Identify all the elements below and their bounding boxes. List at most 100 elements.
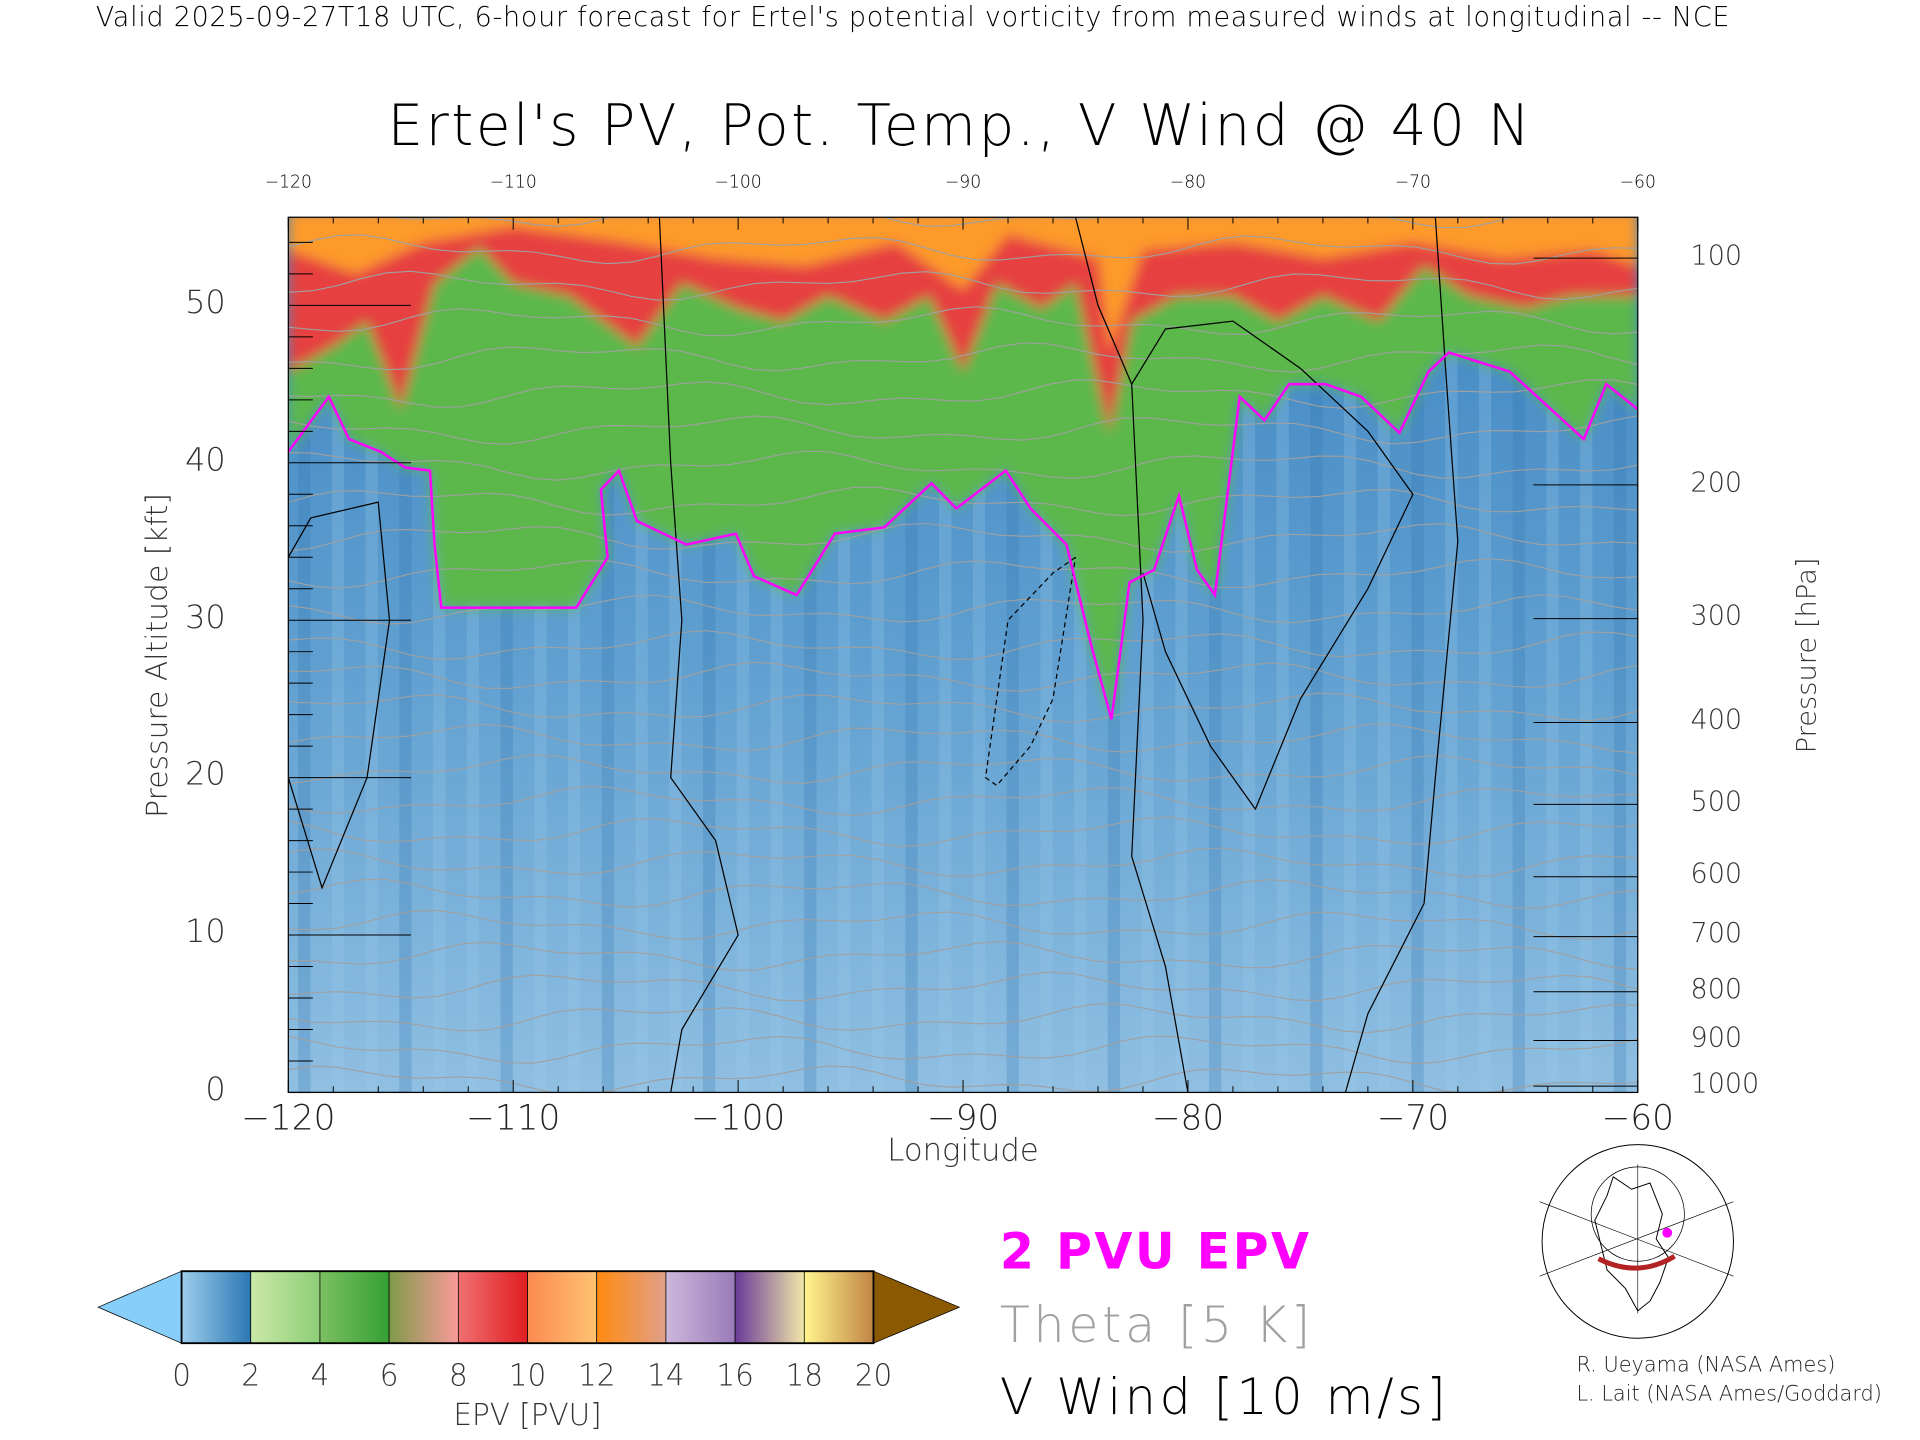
locator-map — [1539, 1144, 1734, 1339]
epv-streak — [1411, 217, 1424, 1093]
colorbar-tick-label: 8 — [448, 1358, 468, 1393]
top-tick-label: −80 — [1169, 172, 1207, 193]
epv-streak — [1478, 217, 1492, 1093]
epv-streak — [331, 217, 345, 1093]
epv-streak — [1512, 217, 1525, 1093]
colorbar-tick-label: 10 — [508, 1358, 547, 1393]
colorbar-segment — [665, 1270, 736, 1344]
epv-streak — [1242, 217, 1256, 1093]
theta-contour — [288, 128, 1637, 157]
theta-contour — [288, 723, 1638, 754]
theta-contour — [288, 270, 1638, 301]
pv-2pvu-line — [288, 351, 1638, 720]
theta-contour — [288, 847, 1638, 878]
cross-section-track — [1597, 1254, 1676, 1271]
colorbar-frame — [180, 1270, 875, 1345]
y-tick-label: 20 — [185, 756, 226, 794]
epv-red-region — [288, 217, 1638, 433]
x-tick-label: −60 — [1601, 1097, 1675, 1139]
theta-contour — [288, 306, 1638, 337]
theta-contour — [288, 785, 1638, 817]
theta-contour — [288, 450, 1638, 481]
legend-theta: Theta [5 K] — [999, 1297, 1314, 1355]
top-tick-label: −110 — [489, 172, 537, 193]
location-marker — [1662, 1227, 1673, 1238]
subtitle: Valid 2025-09-27T18 UTC, 6-hour forecast… — [95, 2, 1731, 34]
legend-pv: 2 PVU EPV — [999, 1224, 1312, 1282]
vwind-contour — [1131, 320, 1414, 811]
theta-contour — [288, 971, 1638, 1002]
colorbar-tick-label: 14 — [647, 1358, 685, 1393]
vwind-contour — [1074, 217, 1189, 1093]
y2-tick-label: 300 — [1690, 601, 1743, 633]
x-tick-label: −100 — [690, 1097, 786, 1139]
top-tick-label: −60 — [1619, 172, 1656, 193]
y-tick-label: 10 — [185, 913, 226, 952]
y2-tick-label: 500 — [1690, 786, 1743, 819]
epv-orange-region — [288, 217, 1638, 353]
colorbar-tick-label: 4 — [310, 1358, 330, 1393]
y2-tick-label: 700 — [1690, 919, 1743, 951]
y2-tick-label: 200 — [1690, 467, 1743, 499]
vwind-contour — [658, 217, 739, 1093]
theta-contour — [288, 909, 1638, 940]
epv-field — [288, 91, 1638, 1093]
colorbar-segment — [250, 1270, 321, 1344]
theta-contour — [288, 342, 1638, 373]
vwind-contours — [288, 217, 1459, 1093]
colorbar-segment — [527, 1270, 598, 1344]
colorbar-tick-label: 16 — [716, 1358, 754, 1393]
theta-contour — [288, 940, 1638, 971]
theta-contour — [288, 522, 1638, 553]
theta-contour — [288, 754, 1638, 785]
top-tick-label: −120 — [264, 172, 312, 193]
y2-tick-label: 600 — [1690, 859, 1743, 891]
colorbar-segment — [734, 1270, 805, 1344]
y-axis-title: Pressure Altitude [kft] — [139, 493, 175, 818]
epv-streak — [1377, 217, 1390, 1093]
x-tick-label: −80 — [1151, 1097, 1225, 1139]
colorbar-segment — [388, 1270, 459, 1344]
theta-contour — [288, 415, 1638, 445]
top-tick-label: −90 — [944, 172, 982, 193]
theta-contour — [288, 692, 1638, 723]
y-tick-label: 30 — [185, 599, 226, 637]
y2-tick-label: 900 — [1690, 1023, 1743, 1055]
colorbar-under-arrow — [97, 1270, 182, 1344]
theta-contour — [288, 91, 1637, 120]
theta-contour — [288, 630, 1638, 660]
colorbar-tick-label: 6 — [379, 1358, 399, 1393]
continent-outline — [1594, 1176, 1669, 1312]
epv-green-region — [288, 217, 1638, 720]
chart-title: Ertel's PV, Pot. Temp., V Wind @ 40 N — [387, 91, 1533, 159]
x-axis-title: Longitude — [887, 1132, 1039, 1169]
x-tick-label: −110 — [466, 1097, 561, 1139]
x-tick-label: −120 — [241, 1097, 336, 1139]
y-tick-label: 40 — [185, 441, 226, 479]
legend-wind: V Wind [10 m/s] — [999, 1369, 1450, 1427]
y2-tick-label: 400 — [1690, 705, 1743, 737]
y2-tick-label: 800 — [1690, 974, 1743, 1006]
top-tick-label: −70 — [1394, 172, 1431, 193]
colorbar-segment — [596, 1270, 667, 1344]
theta-contour — [288, 379, 1638, 409]
y-tick-label: 0 — [205, 1071, 226, 1109]
y2-axis-title: Pressure [hPa] — [1792, 557, 1824, 754]
epv-streak — [1546, 217, 1559, 1093]
y-tick-label: 50 — [185, 284, 226, 322]
colorbar-label: EPV [PVU] — [453, 1397, 602, 1433]
colorbar-segment — [181, 1270, 252, 1344]
vwind-contour — [984, 556, 1077, 787]
epv-streak — [1613, 217, 1627, 1093]
theta-contour — [288, 816, 1638, 848]
theta-contour — [288, 558, 1638, 589]
y2-tick-label: 100 — [1690, 240, 1743, 272]
x-tick-label: −90 — [926, 1097, 1000, 1139]
colorbar-tick-label: 12 — [577, 1358, 616, 1393]
colorbar-segment — [319, 1270, 390, 1344]
colorbar-tick-label: 20 — [854, 1358, 893, 1393]
theta-contour — [288, 661, 1638, 692]
epv-streak — [1276, 217, 1289, 1093]
